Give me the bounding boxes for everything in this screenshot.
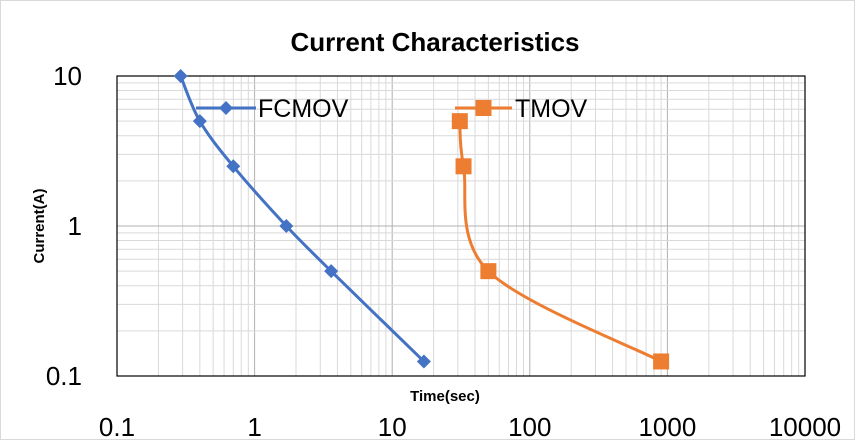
legend-label-tmov: TMOV [515,95,588,123]
series-layer [173,69,670,370]
data-point-fcmov [192,114,207,129]
x-tick-label: 10000 [769,412,841,440]
x-tick-label: 1 [247,412,261,440]
data-point-fcmov [226,159,241,174]
y-tick-label: 0.1 [46,361,82,391]
legend-marker-fcmov [219,101,233,115]
data-point-fcmov [324,264,339,279]
data-point-fcmov [173,69,188,83]
data-point-tmov [455,158,472,175]
data-point-fcmov [416,354,431,369]
legend-marker-tmov [475,100,492,116]
legend: FCMOV TMOV [196,95,588,123]
x-tick-label: 100 [508,412,551,440]
y-axis-label: Current(A) [31,189,48,264]
series-line-tmov [458,119,663,363]
data-point-tmov [653,353,670,370]
x-tick-label: 1000 [638,412,696,440]
tick-layer: 0.1 1 10 100 1000 10000 0.1 1 10 [46,61,841,440]
legend-item-tmov: TMOV [455,95,588,123]
legend-item-fcmov: FCMOV [196,95,349,123]
x-axis-label: Time(sec) [410,388,480,405]
data-point-tmov [451,113,468,130]
y-tick-label: 10 [53,61,82,91]
x-tick-label: 10 [378,412,407,440]
y-tick-label: 1 [68,211,82,241]
x-tick-label: 0.1 [99,412,135,440]
data-point-tmov [480,263,497,280]
chart-title: Current Characteristics [291,27,580,57]
grid-layer [116,76,805,377]
plot-frame [116,75,806,377]
legend-label-fcmov: FCMOV [258,95,349,123]
data-point-fcmov [279,219,294,233]
